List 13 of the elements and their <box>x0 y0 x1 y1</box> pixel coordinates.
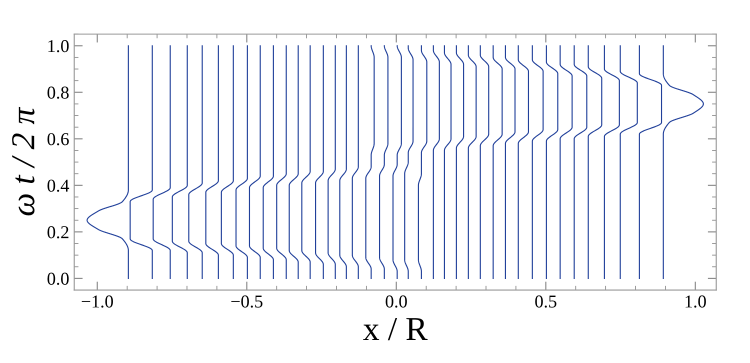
y-axis-title: ω t / 2 π <box>12 106 34 216</box>
y-tick-label: 0.6 <box>48 133 69 146</box>
y-tick-label: 0.4 <box>48 180 70 192</box>
x-tick-label: 0.5 <box>535 295 556 308</box>
x-axis-title: x / R <box>363 318 428 340</box>
y-tick-label: 0.0 <box>48 272 69 285</box>
y-tick-label: 0.2 <box>48 226 68 238</box>
y-tick-label: 0.8 <box>48 86 69 99</box>
x-tick-label: −1.0 <box>82 295 113 308</box>
x-tick-label: −0.5 <box>231 295 262 308</box>
x-tick-label: 0.0 <box>386 295 407 308</box>
x-tick-label: 1.0 <box>686 295 706 308</box>
y-tick-label: 1.0 <box>48 40 69 52</box>
